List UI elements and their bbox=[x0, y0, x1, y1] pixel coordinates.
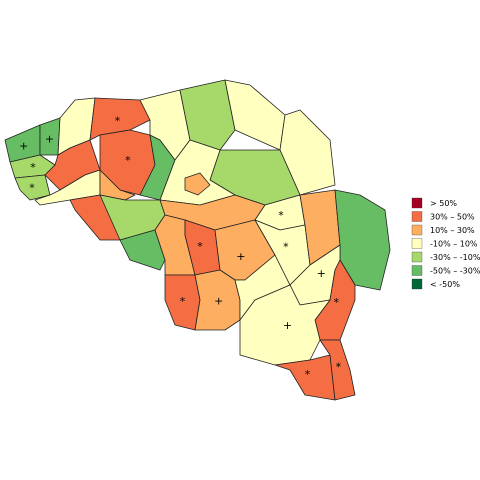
legend-swatch bbox=[411, 238, 423, 249]
region-marker: * bbox=[115, 115, 121, 128]
legend-label: -30% – -10% bbox=[430, 253, 480, 262]
region-marker: * bbox=[278, 209, 284, 222]
legend-label: > 50% bbox=[430, 199, 457, 208]
region bbox=[319, 339, 356, 401]
legend-swatch bbox=[411, 224, 423, 236]
legend-label: < -50% bbox=[430, 280, 460, 289]
legend-label: -50% – -30% bbox=[430, 267, 480, 276]
region-marker: * bbox=[125, 154, 131, 167]
region bbox=[179, 79, 236, 151]
region-marker: * bbox=[197, 240, 203, 253]
region-marker: + bbox=[19, 140, 28, 153]
region-marker: + bbox=[45, 132, 54, 145]
region-marker: + bbox=[214, 295, 223, 308]
legend-swatch bbox=[411, 251, 423, 263]
legend-swatch bbox=[411, 211, 423, 222]
region-marker: * bbox=[283, 241, 289, 254]
region-marker: * bbox=[30, 161, 36, 174]
region-marker: + bbox=[236, 250, 245, 263]
legend-label: -10% – 10% bbox=[430, 240, 478, 249]
region-marker: * bbox=[305, 368, 311, 381]
legend-swatch bbox=[411, 278, 423, 290]
region-marker: + bbox=[317, 267, 326, 280]
legend-swatch bbox=[411, 265, 423, 276]
region bbox=[184, 172, 211, 196]
region bbox=[14, 174, 51, 201]
legend-label: 30% – 50% bbox=[430, 213, 475, 222]
region bbox=[239, 284, 331, 366]
region-marker: + bbox=[283, 319, 292, 332]
legend-swatch bbox=[411, 197, 423, 209]
region-marker: * bbox=[29, 182, 35, 195]
region bbox=[99, 169, 136, 201]
region bbox=[119, 229, 166, 271]
region-marker: * bbox=[180, 295, 186, 308]
legend-label: 10% – 30% bbox=[430, 226, 475, 235]
region-marker: * bbox=[336, 361, 342, 374]
region-marker: * bbox=[334, 296, 340, 309]
